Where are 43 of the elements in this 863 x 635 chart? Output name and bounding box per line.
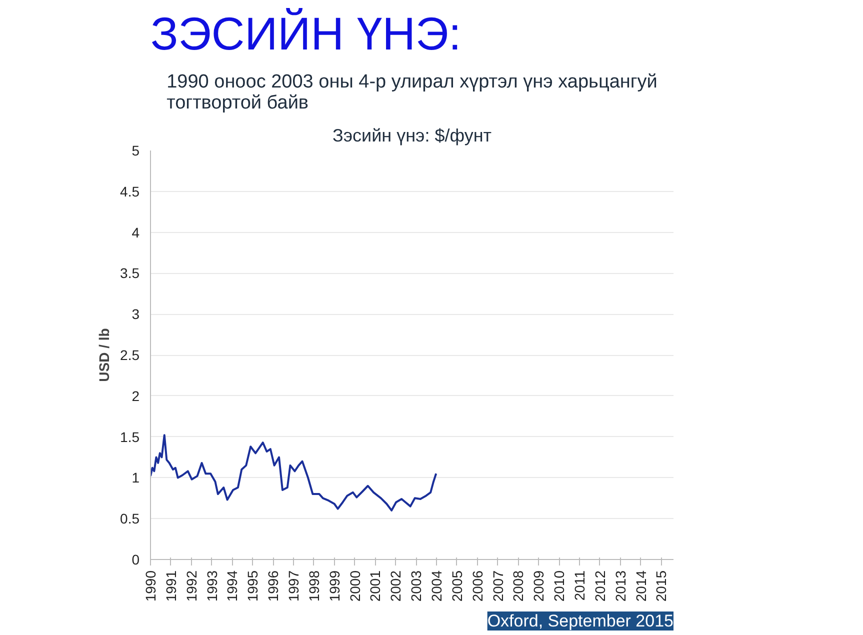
text: Зэсийн үнэ: $/фунт xyxy=(332,126,492,146)
y-axis-title: USD / lb xyxy=(96,328,112,382)
x-tick-label: 2009 xyxy=(530,570,547,602)
y-tick-label: 5 xyxy=(132,142,140,158)
x-tick-label: 2011 xyxy=(572,570,588,601)
y-tick-label: 0.5 xyxy=(120,510,140,527)
y-tick-label: 4 xyxy=(132,224,140,240)
x-tick-label: 2004 xyxy=(428,570,445,602)
y-tick-label: 4.5 xyxy=(120,183,140,200)
x-tick-label: 1990 xyxy=(142,570,158,602)
y-tick-label: 2 xyxy=(132,388,140,404)
x-tick-label: 2003 xyxy=(408,570,424,602)
y-tick-label: 3.5 xyxy=(120,265,140,282)
x-tick-label: 2007 xyxy=(490,570,506,602)
x-tick-label: 1993 xyxy=(204,570,220,602)
y-tick-label: 1 xyxy=(132,470,140,486)
x-tick-label: 2014 xyxy=(632,570,649,602)
x-tick-label: 1995 xyxy=(244,570,261,602)
x-tick-label: 2010 xyxy=(551,570,568,602)
y-tick-label: 0 xyxy=(132,552,140,568)
y-tick-label: 3 xyxy=(132,306,140,322)
line-series xyxy=(150,434,438,512)
x-tick-label: 2000 xyxy=(346,570,363,602)
x-tick-label: 1997 xyxy=(286,570,302,602)
x-tick-label: 2012 xyxy=(592,570,608,602)
x-tick-label: 1994 xyxy=(224,570,240,602)
y-tick-label: 1.5 xyxy=(120,428,140,445)
x-tick-label: 1996 xyxy=(265,570,282,602)
x-tick-label: 2001 xyxy=(367,570,384,602)
chart-title: ЗЭСИЙН ҮНЭ: xyxy=(150,8,462,60)
text: Oxford, September 2015 xyxy=(487,612,674,630)
x-tick-label: 2005 xyxy=(448,570,465,602)
x-tick-label: 2015 xyxy=(653,570,670,602)
chart-subtitle: 1990 оноос 2003 оны 4-р улирал хүртэл үнэ харьцангуй тогтвортой байв xyxy=(166,72,658,114)
x-tick-label: 1998 xyxy=(306,570,322,602)
x-tick-label: 1992 xyxy=(183,570,200,602)
x-tick-label: 1991 xyxy=(162,570,179,602)
x-tick-label: 2006 xyxy=(469,570,486,602)
y-tick-label: 2.5 xyxy=(120,347,140,363)
x-tick-label: 2008 xyxy=(510,570,526,602)
x-tick-label: 2002 xyxy=(388,570,404,602)
x-tick-label: 2013 xyxy=(612,570,628,602)
x-tick-label: 1999 xyxy=(326,570,342,602)
